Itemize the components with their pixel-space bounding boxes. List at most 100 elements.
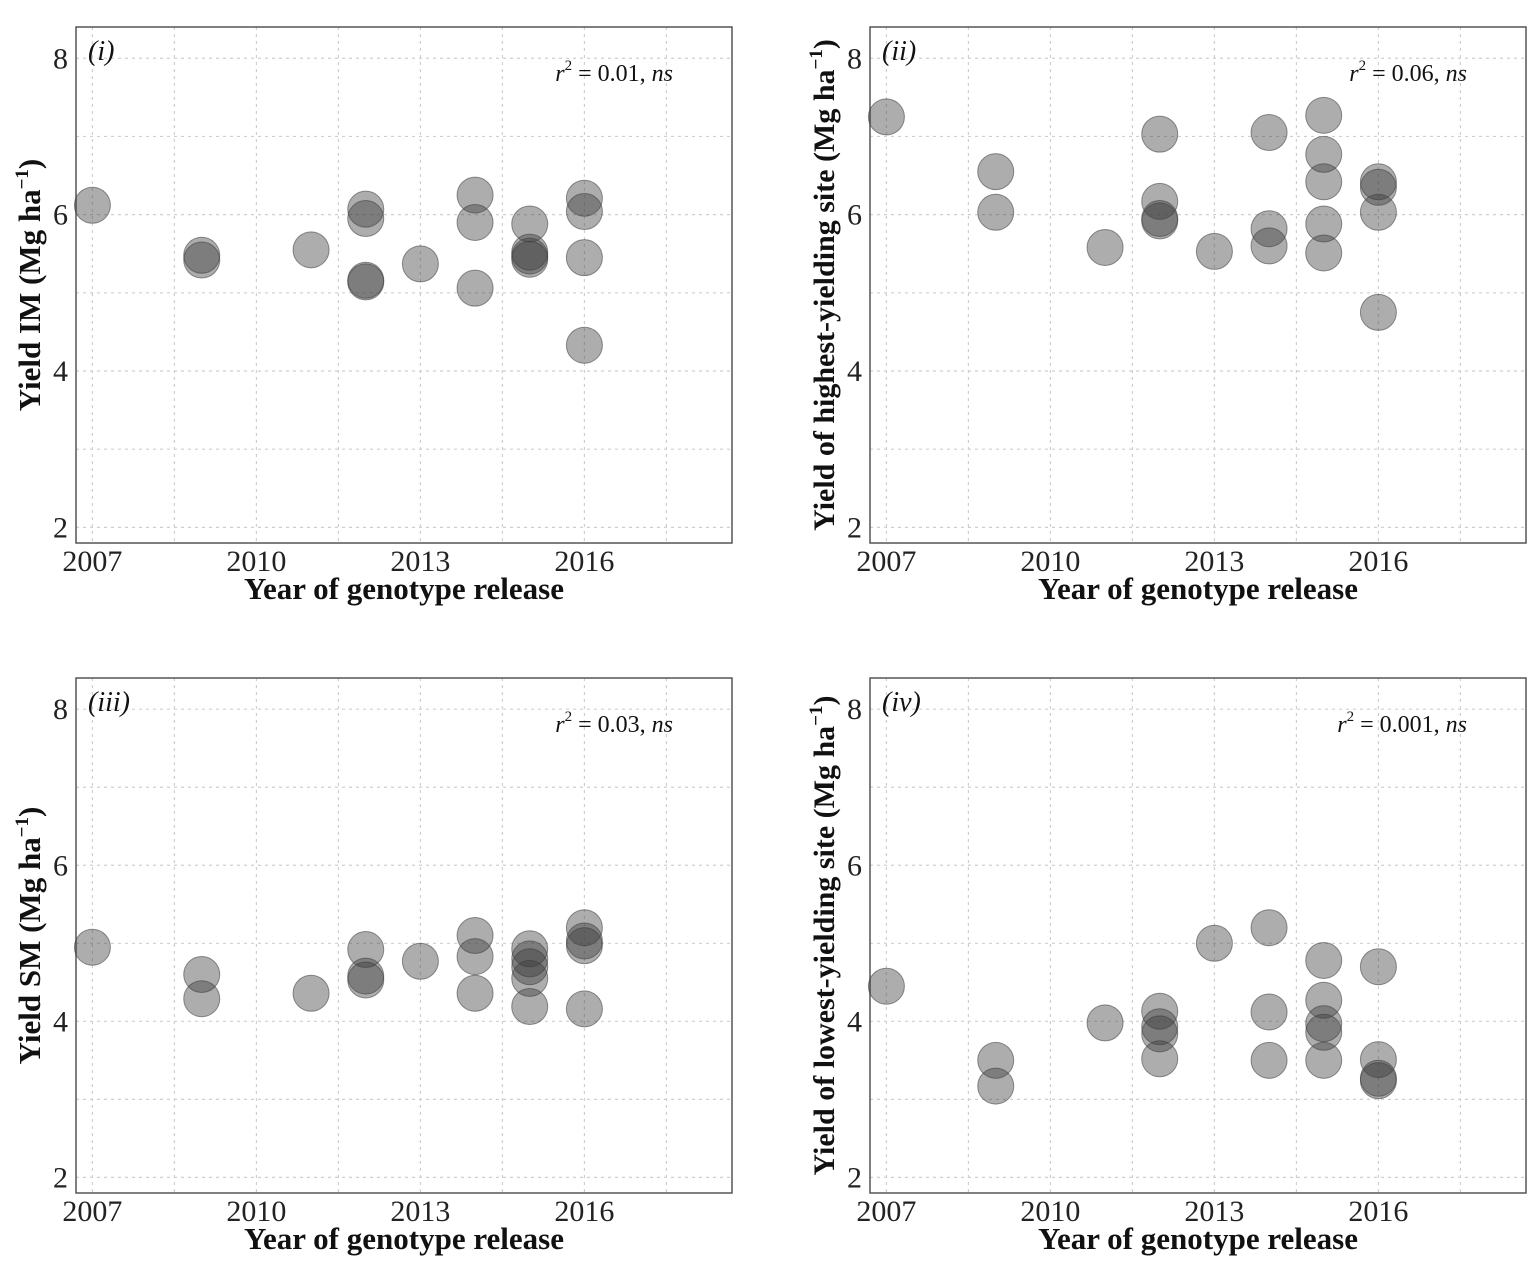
panel-1-x-tick-label-2: 2013 xyxy=(390,545,450,578)
panel-1-r-exponent: 2 xyxy=(565,58,573,74)
panel-2-data-point-9 xyxy=(1250,114,1288,152)
panel-4-data-point-3 xyxy=(1086,1004,1124,1042)
panel-1-y-tick-label-1: 4 xyxy=(53,355,68,388)
panel-4-data-point-9 xyxy=(1250,909,1288,947)
panel-3-x-tick-label-0: 2007 xyxy=(62,1195,122,1228)
panel-4-y-tick-label-3: 8 xyxy=(847,693,862,726)
panel-3-x-tick-label-1: 2010 xyxy=(226,1195,286,1228)
panel-2-data-point-0 xyxy=(867,98,905,136)
panel-2-y-axis-title: Yield of highest-yielding site (Mg ha−1) xyxy=(806,39,841,531)
panel-4-data-point-2 xyxy=(977,1067,1015,1105)
panel-3-data-point-6 xyxy=(347,961,385,999)
panel-3-x-tick-label-3: 2016 xyxy=(554,1195,614,1228)
panel-3-data-point-0 xyxy=(73,928,111,966)
panel-2-data-point-12 xyxy=(1305,96,1343,134)
panel-2-data-point-4 xyxy=(1141,115,1179,153)
panel-1-x-tick-label-3: 2016 xyxy=(554,545,614,578)
panel-3-data-point-9 xyxy=(456,938,494,976)
panel-3-panel-label: (iii) xyxy=(88,687,130,718)
panel-3-y-axis-title-exponent: −1 xyxy=(12,817,33,837)
panel-1-data-point-9 xyxy=(456,176,494,214)
panel-4-data-point-0 xyxy=(867,967,905,1005)
panel-4-r-squared-annotation: r2 = 0.001, ns xyxy=(1337,709,1467,738)
panel-2-data-point-14 xyxy=(1305,163,1343,201)
panel-1-x-axis-title: Year of genotype release xyxy=(244,571,564,606)
panel-3-data-point-3 xyxy=(292,974,330,1012)
panel-2-data-point-13 xyxy=(1305,135,1343,173)
panel-4-data-point-20 xyxy=(1359,1062,1397,1100)
panel-2-data-point-7 xyxy=(1141,202,1179,240)
panel-1-y-axis-title-exponent: −1 xyxy=(12,169,33,189)
panel-3-y-tick-label-2: 6 xyxy=(53,849,68,882)
panel-2-y-axis-title-close: ) xyxy=(808,39,841,49)
panel-3-data-point-2 xyxy=(183,980,221,1018)
panel-4-panel-label: (iv) xyxy=(882,687,921,718)
panel-2-data-point-3 xyxy=(1086,228,1124,266)
panel-4-data-point-14 xyxy=(1305,1005,1343,1043)
panel-3-r-value: = 0.03, xyxy=(572,712,652,738)
panel-1-y-axis-title-main: Yield IM (Mg ha xyxy=(12,189,47,411)
panel-4-data-point-1 xyxy=(977,1041,1015,1079)
panel-3-data-point-17 xyxy=(565,922,603,960)
panel-3-r-exponent: 2 xyxy=(565,709,573,725)
panel-4-x-tick-label-2: 2013 xyxy=(1184,1195,1244,1228)
panel-3-data-point-18 xyxy=(565,927,603,965)
panel-3-data-point-4 xyxy=(347,931,385,969)
panel-3-y-tick-label-1: 4 xyxy=(53,1005,68,1038)
panel-4-data-point-17 xyxy=(1359,948,1397,986)
panel-4-x-tick-label-1: 2010 xyxy=(1020,1195,1080,1228)
panel-3-significance: ns xyxy=(652,712,673,738)
panel-1-data-point-12 xyxy=(511,205,549,243)
panel-2-r-symbol: r xyxy=(1349,61,1359,87)
panel-3-y-axis-title-close: ) xyxy=(12,807,47,817)
panel-3-y-axis-title-main: Yield SM (Mg ha xyxy=(12,837,47,1065)
panel-3-x-axis-title: Year of genotype release xyxy=(244,1221,564,1256)
panel-2-y-tick-label-1: 4 xyxy=(847,355,862,388)
panel-2-y-tick-label-3: 8 xyxy=(847,42,862,75)
panel-1-significance: ns xyxy=(652,61,673,87)
panel-4-y-tick-label-2: 6 xyxy=(847,849,862,882)
panel-4-y-axis-title-exponent: −1 xyxy=(806,705,827,725)
panel-3-data-point-15 xyxy=(511,988,549,1026)
panel-1-r-symbol: r xyxy=(555,61,565,87)
panel-2-data-point-8 xyxy=(1195,232,1233,270)
panel-1-data-point-8 xyxy=(401,245,439,283)
panel-2-y-axis-title-exponent: −1 xyxy=(806,49,827,69)
panel-4-data-point-8 xyxy=(1195,924,1233,962)
panel-2-significance: ns xyxy=(1446,61,1467,87)
panel-1-data-point-10 xyxy=(456,203,494,241)
panel-4-x-axis-title: Year of genotype release xyxy=(1038,1221,1358,1256)
panel-4-r-exponent: 2 xyxy=(1347,709,1355,725)
panel-2-data-point-10 xyxy=(1250,210,1288,248)
panel-4-data-point-18 xyxy=(1359,1041,1397,1079)
panel-1-y-axis-title: Yield IM (Mg ha−1) xyxy=(12,159,47,412)
panel-2-y-tick-label-0: 2 xyxy=(847,511,862,544)
panel-3-x-tick-label-2: 2013 xyxy=(390,1195,450,1228)
panel-2-y-tick-label-2: 6 xyxy=(847,199,862,232)
panel-3-data-point-12 xyxy=(511,940,549,978)
panel-4-y-axis-title: Yield of lowest-yielding site (Mg ha−1) xyxy=(806,695,841,1175)
panel-4-data-point-10 xyxy=(1250,993,1288,1031)
panel-4-y-axis-title-close: ) xyxy=(808,695,841,705)
panel-4-data-point-7 xyxy=(1141,1040,1179,1078)
panel-2-r-value: = 0.06, xyxy=(1366,61,1446,87)
panel-2-data-point-2 xyxy=(977,193,1015,231)
panel-3-data-point-8 xyxy=(456,917,494,954)
panel-1-data-point-3 xyxy=(292,231,330,269)
panel-2-plot-frame xyxy=(869,26,1527,544)
panel-1-data-point-15 xyxy=(511,240,549,278)
panel-4-y-axis-title-main: Yield of lowest-yielding site (Mg ha xyxy=(808,726,841,1176)
panel-4-data-point-16 xyxy=(1305,1041,1343,1079)
panel-3-data-point-19 xyxy=(565,990,603,1028)
panel-2-data-point-19 xyxy=(1359,193,1397,231)
panel-3-data-point-14 xyxy=(511,959,549,997)
panel-4-y-tick-label-0: 2 xyxy=(847,1161,862,1194)
panel-1-y-axis-title-close: ) xyxy=(12,159,47,169)
panel-4-data-point-12 xyxy=(1305,941,1343,979)
panel-1-data-point-7 xyxy=(347,263,385,301)
panel-4-r-value: = 0.001, xyxy=(1354,712,1446,738)
panel-3-y-tick-label-0: 2 xyxy=(53,1161,68,1194)
